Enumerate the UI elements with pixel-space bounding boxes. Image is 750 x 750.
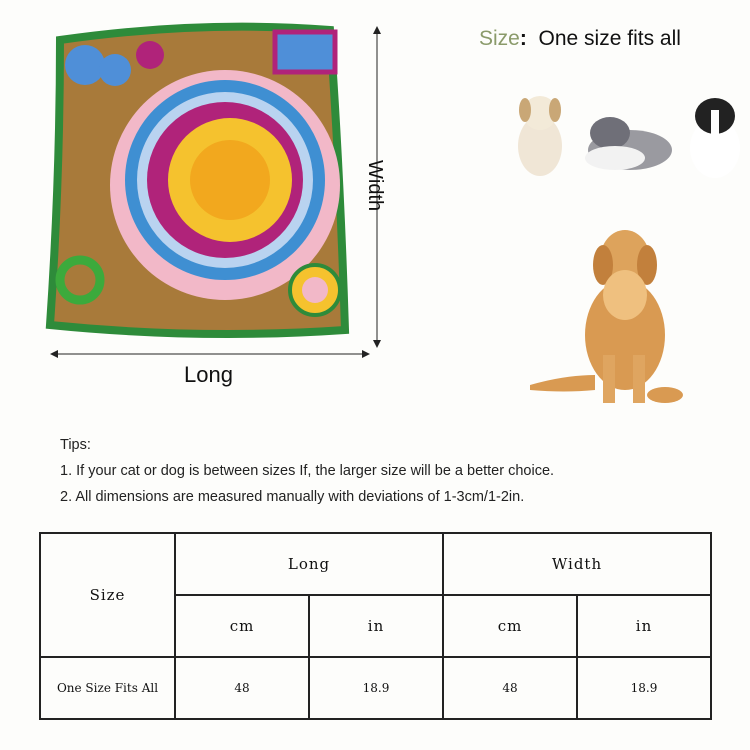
- unit-header: cm: [174, 594, 310, 658]
- size-label: Size: [479, 27, 520, 50]
- snuffle-mat-image: [45, 22, 350, 338]
- unit-header: cm: [442, 594, 578, 658]
- size-value: One size fits all: [538, 27, 681, 50]
- golden-retriever-image: [530, 230, 683, 403]
- value-cell: 18.9: [576, 656, 712, 720]
- puppies-image: [518, 96, 740, 178]
- tips-title: Tips:: [60, 437, 91, 453]
- width-header: Width: [442, 532, 712, 596]
- size-cell: One Size Fits All: [39, 656, 176, 720]
- long-label: Long: [184, 362, 233, 387]
- size-line: Size: One size fits all: [479, 27, 681, 51]
- value-cell: 48: [174, 656, 310, 720]
- value-cell: 48: [442, 656, 578, 720]
- size-table: Size Long Width cm in cm in One Size Fit…: [39, 532, 712, 720]
- table-row: One Size Fits All 48 18.9 48 18.9: [39, 656, 712, 720]
- value-cell: 18.9: [308, 656, 444, 720]
- size-header: Size: [39, 532, 176, 658]
- unit-header: in: [576, 594, 712, 658]
- tip-item: 2. All dimensions are measured manually …: [60, 489, 525, 505]
- size-separator: :: [519, 27, 527, 50]
- width-label: Width: [364, 160, 386, 212]
- unit-header: in: [308, 594, 444, 658]
- width-dimension-arrow: [373, 26, 381, 348]
- long-header: Long: [174, 532, 444, 596]
- tip-item: 1. If your cat or dog is between sizes I…: [60, 463, 555, 479]
- long-dimension-arrow: [50, 350, 370, 358]
